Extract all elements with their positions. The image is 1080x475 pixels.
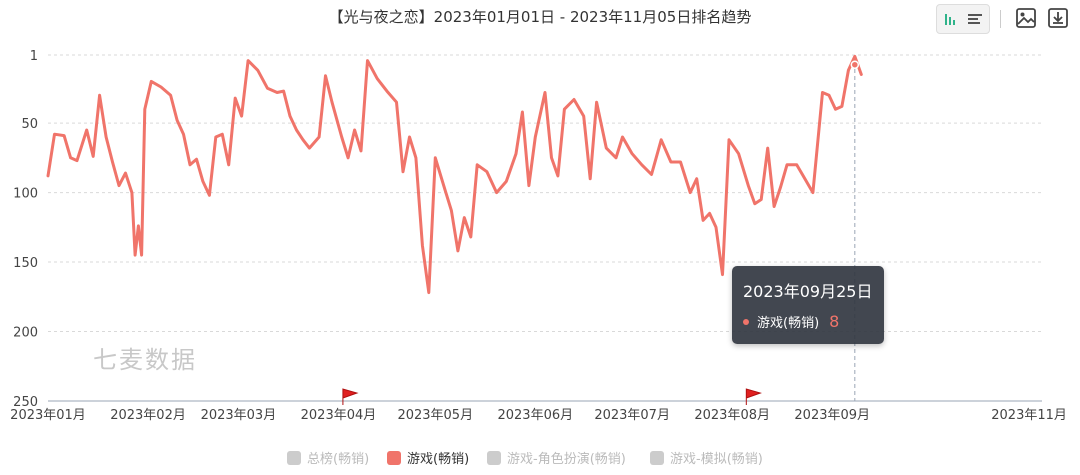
tooltip: 2023年09月25日 游戏(畅销) 8: [732, 266, 884, 344]
watermark: 七麦数据: [93, 346, 197, 374]
list-sort-icon[interactable]: [961, 5, 989, 33]
y-tick-label: 150: [13, 256, 38, 271]
chart-title: 【光与夜之恋】2023年01月01日 - 2023年11月05日排名趋势: [328, 8, 752, 26]
tooltip-series-dot: [743, 318, 749, 325]
x-tick-label: 2023年11月: [991, 408, 1067, 423]
x-axis-ticks: 2023年01月 2023年02月 2023年03月 2023年04月 2023年05月…: [10, 408, 1067, 423]
tooltip-series-name: 游戏(畅销): [757, 316, 820, 331]
toolbar-divider: [1000, 10, 1001, 28]
flag-marker: [342, 388, 359, 405]
x-tick-label: 2023年07月: [594, 408, 670, 423]
legend-label: 游戏-模拟(畅销): [670, 452, 763, 467]
x-tick-label: 2023年03月: [201, 408, 277, 423]
legend: 总榜(畅销) 游戏(畅销) 游戏-角色扮演(畅销) 游戏-模拟(畅销): [0, 448, 1080, 470]
legend-item[interactable]: 游戏(畅销): [387, 448, 469, 467]
y-tick-label: 50: [21, 117, 38, 132]
legend-label: 游戏(畅销): [407, 452, 470, 467]
legend-item[interactable]: 游戏-模拟(畅销): [650, 448, 763, 467]
x-tick-label: 2023年01月: [10, 408, 86, 423]
y-tick-label: 1: [30, 49, 38, 64]
y-tick-label: 250: [13, 395, 38, 410]
tooltip-value: 8: [829, 312, 840, 331]
x-tick-label: 2023年08月: [694, 408, 770, 423]
legend-item[interactable]: 总榜(畅销): [287, 448, 369, 467]
x-tick-label: 2023年04月: [301, 408, 377, 423]
bar-sort-icon[interactable]: [937, 5, 965, 33]
sort-toggle-group[interactable]: [936, 4, 990, 34]
legend-swatch: [650, 450, 664, 465]
legend-label: 总榜(畅销): [307, 452, 370, 467]
legend-item[interactable]: 游戏-角色扮演(畅销): [487, 448, 626, 467]
x-tick-label: 2023年02月: [110, 408, 186, 423]
tooltip-row: 游戏(畅销) 8: [743, 312, 873, 331]
tooltip-date: 2023年09月25日: [743, 282, 873, 301]
series-line: [46, 54, 863, 295]
legend-swatch: [387, 450, 401, 465]
x-tick-label: 2023年05月: [397, 408, 473, 423]
legend-swatch: [487, 450, 501, 465]
download-icon[interactable]: [1044, 4, 1072, 32]
save-image-icon[interactable]: [1012, 4, 1040, 32]
event-flags: [342, 388, 762, 405]
hover-point: [850, 60, 860, 69]
y-tick-label: 100: [13, 187, 38, 202]
flag-marker: [745, 388, 762, 405]
chart-toolbar: [936, 4, 1076, 34]
x-tick-label: 2023年06月: [497, 408, 573, 423]
legend-label: 游戏-角色扮演(畅销): [507, 452, 626, 467]
y-tick-label: 200: [13, 326, 38, 341]
x-tick-label: 2023年09月: [794, 408, 870, 423]
legend-swatch: [287, 450, 301, 465]
